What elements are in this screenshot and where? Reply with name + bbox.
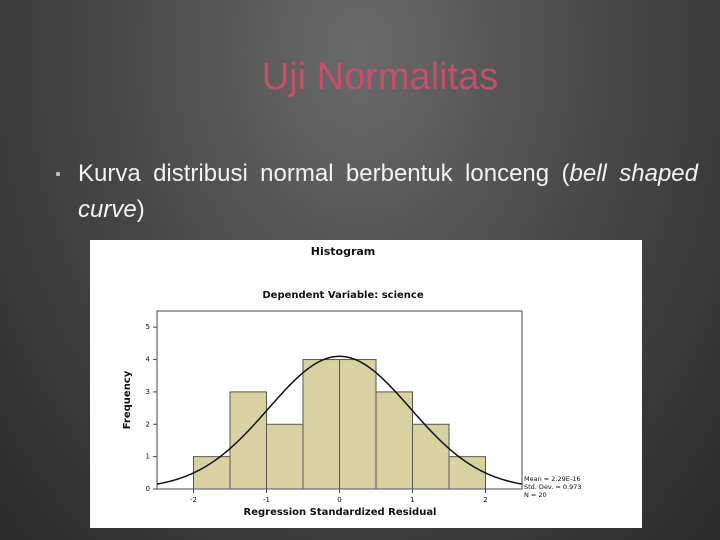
bar [302,359,340,490]
x-tick-label: -2 [190,496,197,504]
y-tick-label: 3 [146,388,150,396]
y-tick-label: 0 [146,485,150,493]
y-tick-label: 2 [146,420,150,428]
chart-subtitle: Dependent Variable: science [262,290,423,301]
bar [339,359,377,490]
slide-title: Uji Normalitas [261,56,499,98]
bar [266,423,304,490]
chart-title: Histogram [311,245,376,258]
x-tick-label: 0 [337,496,341,504]
x-tick-label: 1 [410,496,414,504]
bar [375,391,413,490]
x-tick-label: 2 [483,496,487,504]
chart: Histogram Dependent Variable: science Fr… [90,240,642,528]
normal-curve [156,355,523,485]
bullet-main: Kurva distribusi normal berbentuk loncen… [78,160,570,187]
bullet-text: Kurva distribusi normal berbentuk loncen… [78,156,698,228]
stats-label: Mean = 2.29E-16 [524,475,581,483]
x-axis-label: Regression Standardized Residual [244,507,437,518]
bullet-emphasis: bell shaped curve [78,160,699,223]
y-axis-label: Frequency [122,370,133,429]
bullet-end: ) [136,196,145,223]
y-tick-label: 5 [146,323,150,331]
bar [412,423,450,490]
bar [229,391,267,490]
bar [448,456,486,490]
y-tick-label: 1 [146,453,150,461]
stats-label: N = 20 [524,491,547,499]
stats-label: Std. Dev. = 0.973 [524,483,582,491]
x-tick-label: -1 [263,496,270,504]
y-tick-label: 4 [146,356,151,364]
bullet-marker [56,172,60,176]
bar [193,456,231,490]
